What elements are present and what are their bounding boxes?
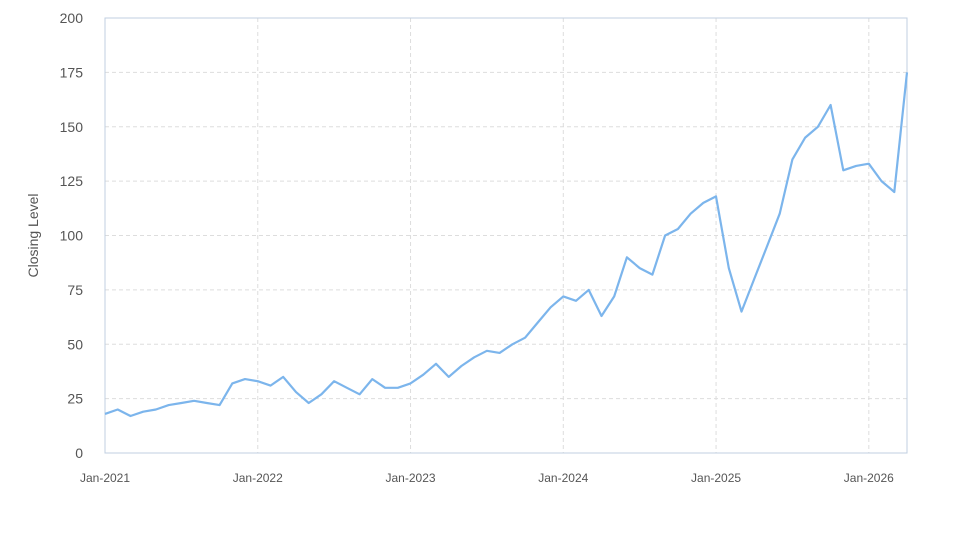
grid-lines bbox=[105, 18, 907, 453]
y-tick-label: 100 bbox=[60, 228, 84, 244]
x-tick-label: Jan-2026 bbox=[844, 471, 894, 485]
y-tick-label: 175 bbox=[60, 64, 84, 80]
plot-frame bbox=[104, 17, 908, 454]
x-tick-label: Jan-2021 bbox=[80, 471, 130, 485]
x-axis-ticks: Jan-2021 Jan-2022 Jan-2023 Jan-2024 Jan-2025… bbox=[80, 471, 894, 485]
y-tick-label: 200 bbox=[60, 10, 84, 26]
y-tick-label: 0 bbox=[75, 445, 83, 461]
y-tick-label: 25 bbox=[67, 391, 83, 407]
y-axis-ticks: 0 25 50 75 100 125 150 175 200 bbox=[60, 10, 84, 461]
y-tick-label: 50 bbox=[67, 336, 83, 352]
x-tick-label: Jan-2024 bbox=[538, 471, 588, 485]
y-tick-label: 125 bbox=[60, 173, 84, 189]
x-tick-label: Jan-2022 bbox=[233, 471, 283, 485]
y-tick-label: 150 bbox=[60, 119, 84, 135]
y-tick-label: 75 bbox=[67, 282, 83, 298]
series-line-closing-level bbox=[104, 72, 909, 418]
y-axis-title: Closing Level bbox=[25, 193, 41, 277]
x-tick-label: Jan-2023 bbox=[386, 471, 436, 485]
x-tick-label: Jan-2025 bbox=[691, 471, 741, 485]
